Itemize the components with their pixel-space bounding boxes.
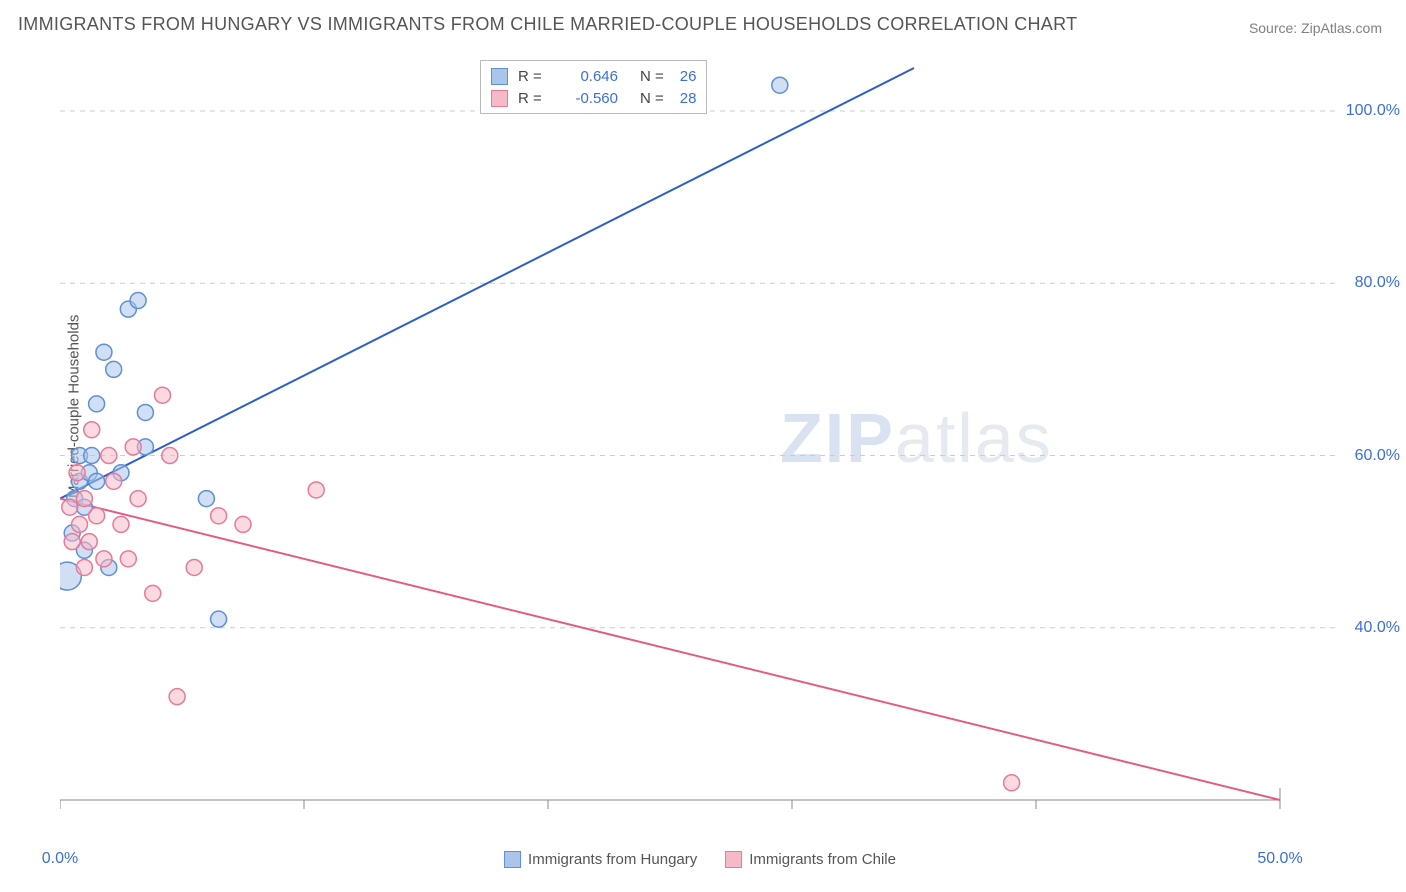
plot-area: Married-couple Households ZIPatlas R =0.… (60, 58, 1340, 840)
legend-swatch (491, 68, 508, 85)
x-tick-label: 50.0% (1257, 850, 1302, 868)
series-legend-item: Immigrants from Hungary (504, 851, 697, 868)
legend-r-value: 0.646 (556, 68, 618, 85)
correlation-legend-row: R = -0.560 N = 28 (491, 87, 696, 109)
y-tick-label: 40.0% (1355, 619, 1400, 637)
series-legend-label: Immigrants from Chile (749, 851, 896, 868)
series-legend: Immigrants from Hungary Immigrants from C… (504, 851, 896, 868)
series-legend-item: Immigrants from Chile (725, 851, 896, 868)
legend-n-value: 28 (680, 90, 697, 107)
legend-swatch (725, 851, 742, 868)
legend-swatch (491, 90, 508, 107)
legend-r-value: -0.560 (556, 90, 618, 107)
y-tick-label: 60.0% (1355, 447, 1400, 465)
chart-svg (60, 58, 1340, 840)
source-attribution: Source: ZipAtlas.com (1249, 20, 1382, 36)
legend-n-label: N = (640, 68, 664, 85)
series-legend-label: Immigrants from Hungary (528, 851, 697, 868)
legend-r-label: R = (518, 68, 546, 85)
legend-n-value: 26 (680, 68, 697, 85)
correlation-legend-row: R = 0.646 N = 26 (491, 65, 696, 87)
x-tick-label: 0.0% (42, 850, 78, 868)
legend-r-label: R = (518, 90, 546, 107)
legend-swatch (504, 851, 521, 868)
legend-n-label: N = (640, 90, 664, 107)
chart-title: IMMIGRANTS FROM HUNGARY VS IMMIGRANTS FR… (18, 14, 1077, 35)
y-tick-label: 100.0% (1346, 102, 1400, 120)
y-tick-label: 80.0% (1355, 274, 1400, 292)
correlation-legend: R = 0.646 N = 26 R = -0.560 N = 28 (480, 60, 707, 114)
